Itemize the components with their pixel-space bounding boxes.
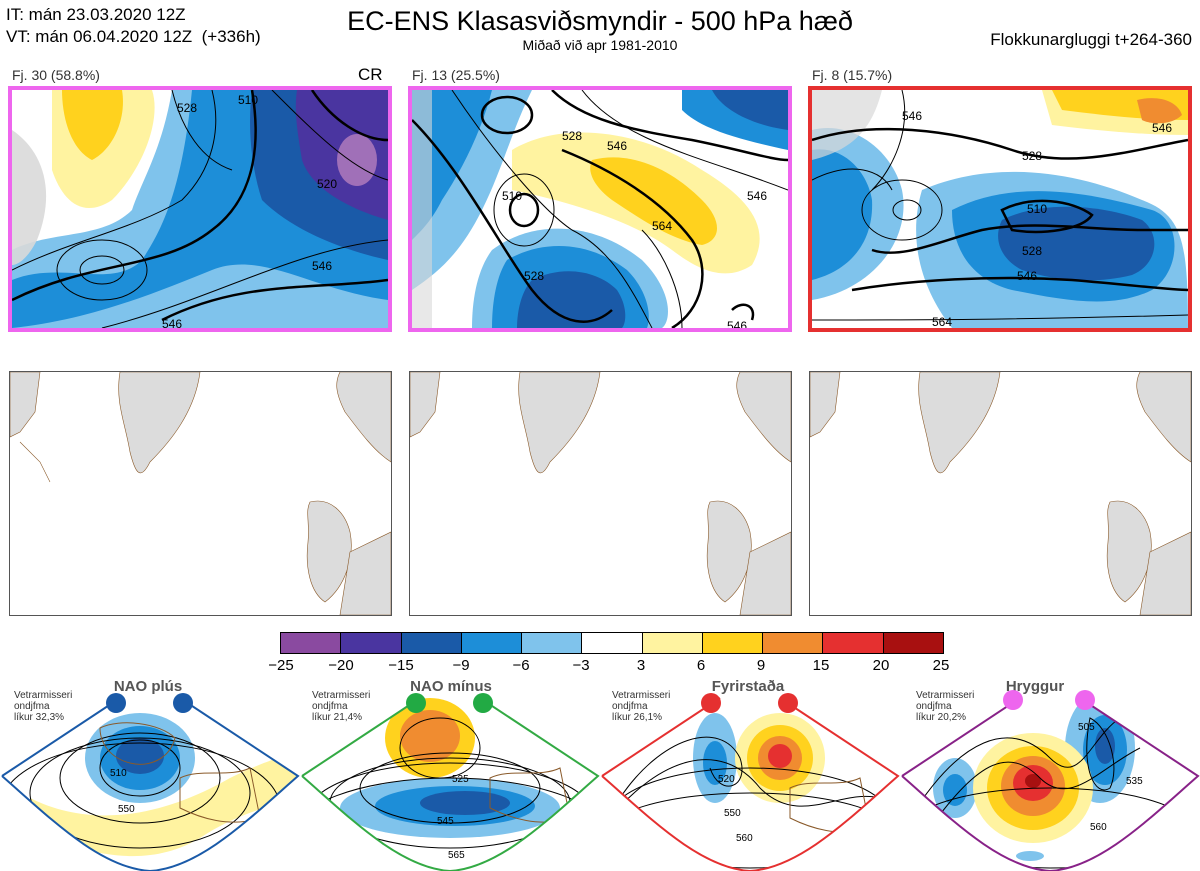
regime-title-blocking: Fyrirstaða [711,678,785,695]
contour-label: 546 [747,189,767,203]
colorbar-tick-label: 3 [636,657,646,674]
regime-marker-nao-plus-1 [106,693,126,713]
contour-label: 510 [1027,202,1047,216]
regime-nao-minus-map[interactable]: 525 545 565 [300,678,600,871]
empty-map-1 [9,371,392,616]
regime-marker-blocking-2 [778,693,798,713]
cluster-3-map[interactable]: 546 528 510 528 546 564 546 [808,86,1192,332]
contour-label: 510 [502,189,522,203]
regime-marker-nao-minus-1 [406,693,426,713]
colorbar-swatch [702,633,764,653]
regime-blocking-map[interactable]: 520 550 560 [600,678,900,871]
contour-label: 546 [902,109,922,123]
colorbar-tick-label: −15 [388,657,414,674]
regime-note-blocking: Vetrarmisseri ondjfma líkur 26,1% [612,690,671,723]
colorbar-swatch [642,633,703,653]
cluster-1-label: Fj. 30 (58.8%) [12,67,100,83]
colorbar-tick-label: 25 [932,657,950,674]
cluster-2-label: Fj. 13 (25.5%) [412,67,500,83]
regime-ridge-map[interactable]: 505 535 560 [900,678,1200,871]
contour-label: 546 [607,139,627,153]
contour-label: 528 [1022,149,1042,163]
regime-title-ridge: Hryggur [1005,678,1065,695]
contour-label: 546 [1017,269,1037,283]
contour-label: 546 [1152,121,1172,135]
regime-marker-nao-plus-2 [173,693,193,713]
empty-map-3 [809,371,1192,616]
colorbar-swatch [341,633,402,653]
colorbar-swatch [823,633,884,653]
cluster-1-map[interactable]: 528 510 520 546 546 [8,86,392,332]
regime-note-nao-plus: Vetrarmisseri ondjfma líkur 32,3% [14,690,73,723]
regime-marker-ridge-1 [1003,690,1023,710]
initial-time: IT: mán 23.03.2020 12Z [6,5,186,24]
colorbar-swatch [401,633,462,653]
colorbar-tick-label: −25 [268,657,294,674]
contour-label: 546 [727,319,747,328]
page-subtitle: Miðað við apr 1981-2010 [522,37,678,53]
cluster-3-label: Fj. 8 (15.7%) [812,67,893,83]
regime-title-nao-minus: NAO mínus [410,678,492,695]
colorbar-swatch [281,633,342,653]
page-title: EC-ENS Klasasviðsmyndir - 500 hPa hæð [347,6,853,36]
contour-label: 505 [1078,722,1095,733]
contour-label: 520 [317,177,337,191]
regime-note-ridge: Vetrarmisseri ondjfma líkur 20,2% [916,690,975,723]
contour-label: 545 [437,816,454,827]
colorbar-swatch [522,633,583,653]
contour-label: 525 [452,774,469,785]
contour-label: 560 [736,833,753,844]
regime-marker-ridge-2 [1075,690,1095,710]
regime-note-nao-minus: Vetrarmisseri ondjfma líkur 21,4% [312,690,371,723]
regime-marker-nao-minus-2 [473,693,493,713]
contour-label: 560 [1090,822,1107,833]
contour-label: 520 [718,774,735,785]
colorbar-swatch [461,633,523,653]
contour-label: 546 [312,259,332,273]
regime-nao-plus-map[interactable]: 510 550 [0,678,300,871]
colorbar-tick-label: −3 [572,657,590,674]
contour-label: 564 [932,315,952,328]
colorbar-tick-label: 15 [812,657,830,674]
contour-label: 535 [1126,776,1143,787]
contour-label: 510 [238,93,258,107]
contour-label: 564 [652,219,672,233]
regime-title-nao-plus: NAO plús [113,678,183,695]
anomaly-colorbar [280,632,944,654]
colorbar-tick-label: −6 [512,657,530,674]
colorbar-tick-label: 6 [696,657,706,674]
forecast-times: IT: mán 23.03.2020 12Z VT: mán 06.04.202… [6,4,261,48]
contour-label: 510 [110,768,127,779]
cluster-2-map[interactable]: 510 528 546 528 546 564 546 [408,86,792,332]
contour-label: 546 [162,317,182,328]
colorbar-tick-label: −9 [452,657,470,674]
empty-map-2 [409,371,792,616]
colorbar-tick-label: 20 [872,657,890,674]
contour-label: 550 [724,808,741,819]
contour-label: 528 [562,129,582,143]
contour-label: 528 [1022,244,1042,258]
contour-label: 528 [524,269,544,283]
colorbar-tick-label: −20 [328,657,354,674]
clustering-window: Flokkunargluggi t+264-360 [990,30,1192,49]
contour-label: 550 [118,804,135,815]
regime-row: 510 550 525 545 565 [0,678,1200,871]
colorbar-swatch [582,633,643,653]
regime-marker-blocking-1 [701,693,721,713]
contour-label: 565 [448,850,465,861]
colorbar-swatch [763,633,824,653]
cluster-1-tag: CR [358,65,383,84]
colorbar-tick-label: 9 [756,657,766,674]
valid-time: VT: mán 06.04.2020 12Z (+336h) [6,27,261,46]
contour-label: 528 [177,101,197,115]
colorbar-swatch [883,633,943,653]
